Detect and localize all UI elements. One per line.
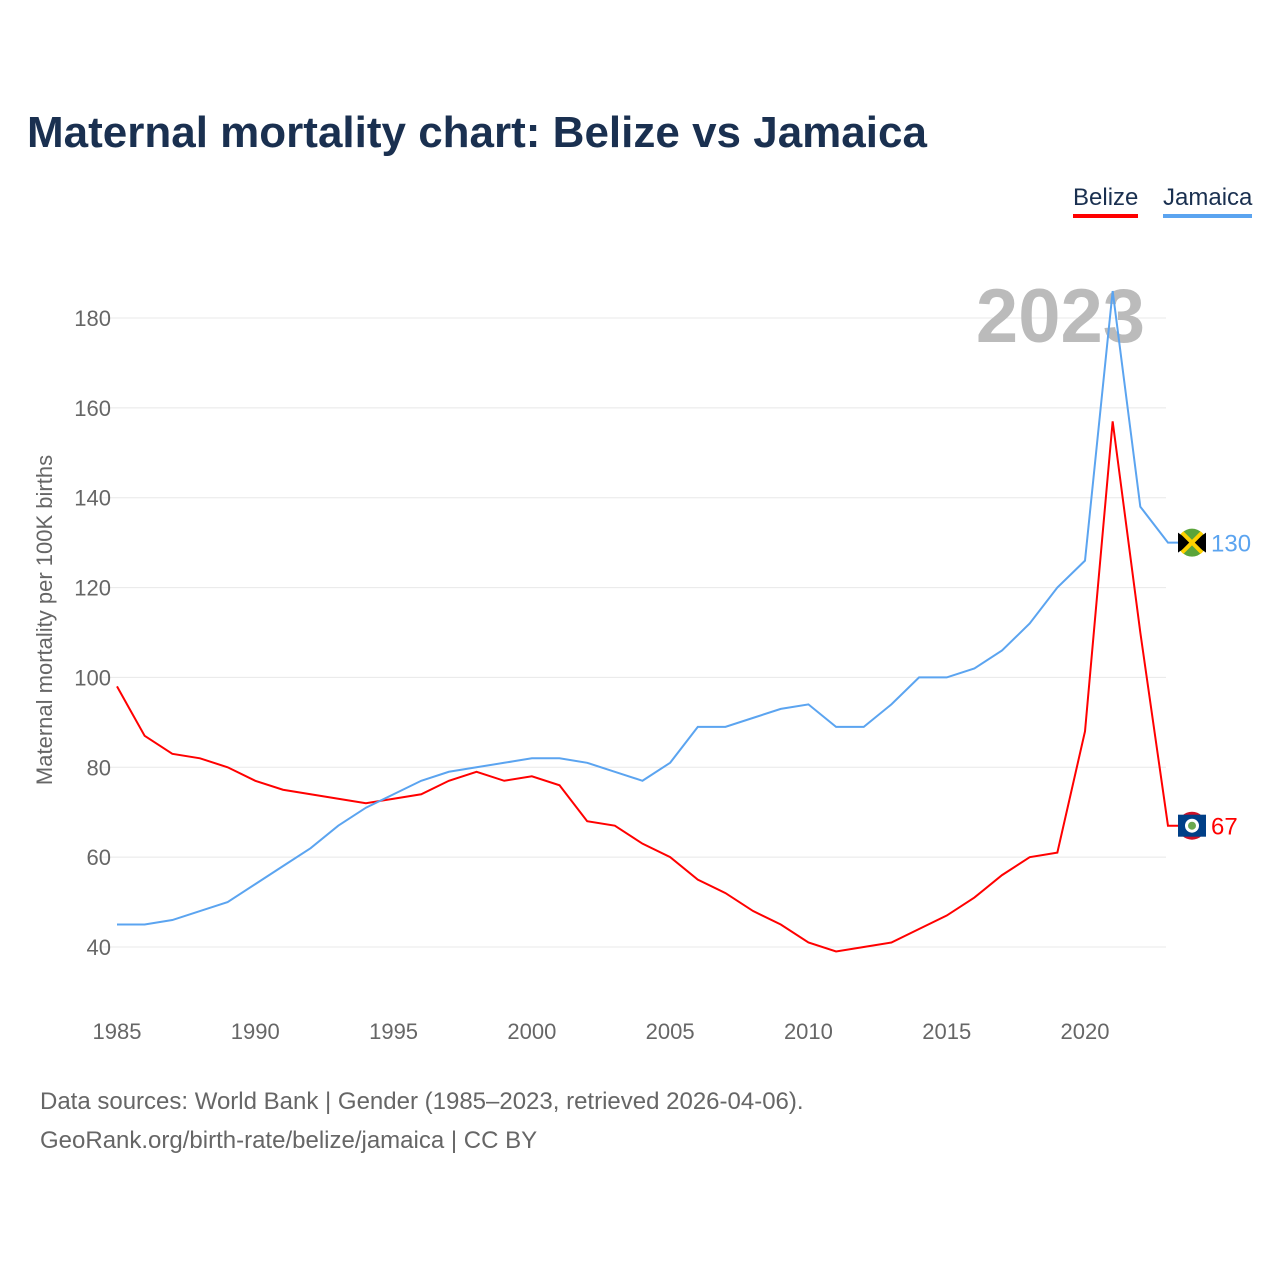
footer-link[interactable]: GeoRank.org/birth-rate/belize/jamaica | … xyxy=(40,1127,538,1154)
x-tick-label: 2005 xyxy=(646,1019,695,1044)
x-tick-label: 1985 xyxy=(93,1019,142,1044)
y-axis-label: Maternal mortality per 100K births xyxy=(32,455,57,785)
legend-belize[interactable]: Belize xyxy=(1073,184,1139,218)
series-line-jamaica xyxy=(117,290,1192,926)
x-tick-label: 2000 xyxy=(507,1019,556,1044)
end-value-label-jamaica: 130 xyxy=(1211,531,1251,558)
y-tick-label: 180 xyxy=(74,306,111,331)
x-tick-label: 2015 xyxy=(922,1019,971,1044)
y-tick-label: 80 xyxy=(87,755,111,780)
belize-flag-emblem-center xyxy=(1188,821,1196,830)
footer-source: Data sources: World Bank | Gender (1985–… xyxy=(40,1088,804,1115)
jamaica-flag-saltire xyxy=(1180,531,1204,555)
chart-title: Maternal mortality chart: Belize vs Jama… xyxy=(27,108,927,157)
legend-jamaica[interactable]: Jamaica xyxy=(1163,184,1253,218)
x-tick-label: 1990 xyxy=(231,1019,280,1044)
y-tick-label: 120 xyxy=(74,576,111,601)
y-tick-label: 100 xyxy=(74,665,111,690)
end-value-label-belize: 67 xyxy=(1211,814,1238,841)
y-tick-label: 140 xyxy=(74,486,111,511)
x-tick-label: 1995 xyxy=(369,1019,418,1044)
y-tick-label: 60 xyxy=(87,845,111,870)
y-tick-label: 160 xyxy=(74,396,111,421)
series-line-belize xyxy=(116,421,1192,953)
x-tick-label: 2020 xyxy=(1061,1019,1110,1044)
y-tick-label: 40 xyxy=(87,935,111,960)
x-tick-label: 2010 xyxy=(784,1019,833,1044)
